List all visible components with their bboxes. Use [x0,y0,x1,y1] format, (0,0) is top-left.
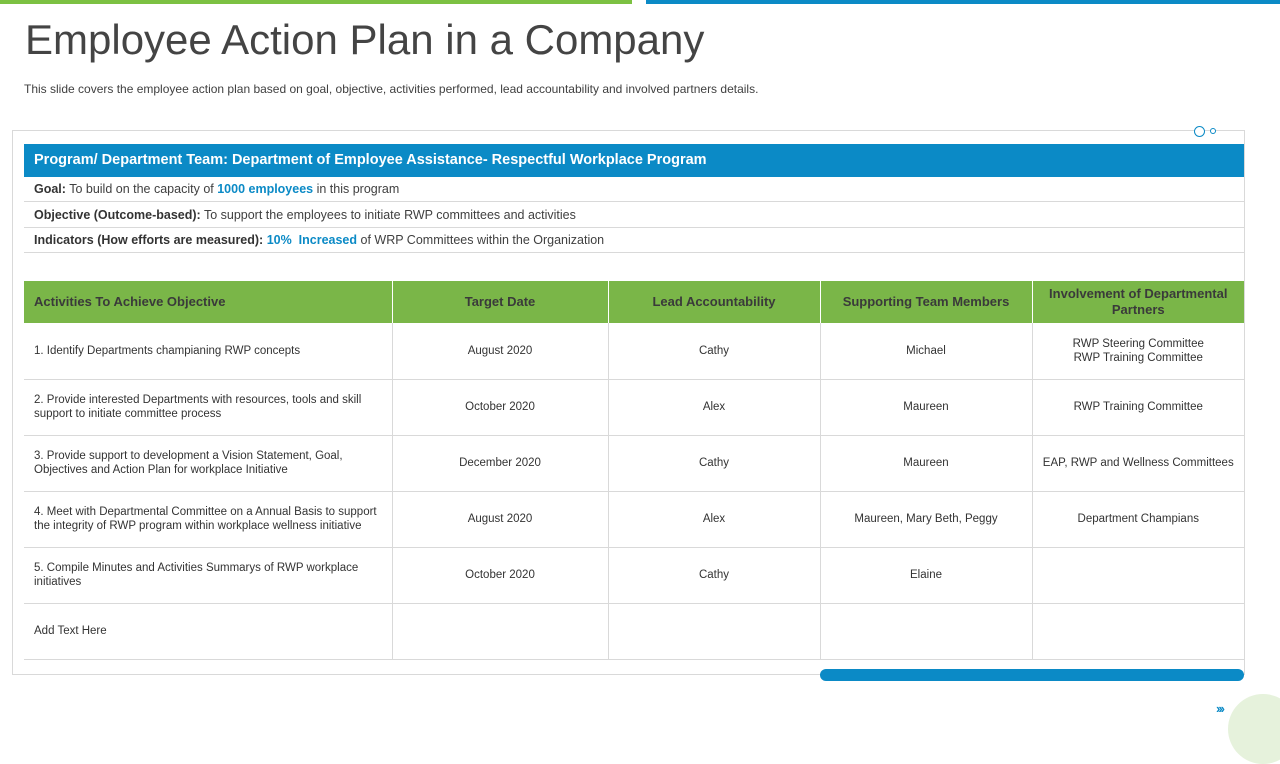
content-frame [12,130,1245,675]
cell-supporting [820,603,1033,660]
cell-partners: RWP Steering Committee RWP Training Comm… [1032,323,1244,380]
goal-text-post: in this program [313,182,400,196]
indicators-label: Indicators (How efforts are measured): [34,233,264,247]
triple-chevron-right-icon[interactable]: ››› [1216,701,1225,716]
cell-target-date: December 2020 [392,435,609,492]
cell-supporting: Maureen, Mary Beth, Peggy [820,491,1033,548]
goal-highlight: 1000 employees [217,182,314,196]
table-header-row: Activities To Achieve Objective Target D… [24,281,1244,323]
table-row: 2. Provide interested Departments with r… [24,379,1244,436]
page-subtitle: This slide covers the employee action pl… [24,82,759,96]
indicators-row: Indicators (How efforts are measured): 1… [24,228,1244,253]
indicators-text: of WRP Committees within the Organizatio… [357,233,605,247]
top-accent-blue [646,0,1280,4]
table-row: 5. Compile Minutes and Activities Summar… [24,547,1244,604]
top-accent-green [0,0,632,4]
cell-activity: 4. Meet with Departmental Committee on a… [24,491,393,548]
cell-supporting: Michael [820,323,1033,380]
decor-circle-large [1194,126,1205,137]
cell-lead: Cathy [608,323,821,380]
decor-circle-small [1210,128,1216,134]
cell-supporting: Elaine [820,547,1033,604]
cell-activity: 2. Provide interested Departments with r… [24,379,393,436]
cell-partners: EAP, RWP and Wellness Committees [1032,435,1244,492]
cell-supporting: Maureen [820,435,1033,492]
col-header-partners: Involvement of Departmental Partners [1032,281,1244,323]
page-title: Employee Action Plan in a Company [25,16,705,63]
cell-activity: 3. Provide support to development a Visi… [24,435,393,492]
goal-label: Goal: [34,182,66,196]
col-header-lead: Lead Accountability [608,281,821,323]
cell-target-date: August 2020 [392,323,609,380]
cell-target-date [392,603,609,660]
horizontal-scrollbar[interactable] [820,669,1244,681]
cell-partners [1032,603,1244,660]
goal-text-pre: To build on the capacity of [65,182,218,196]
program-header: Program/ Department Team: Department of … [24,144,1244,177]
table-row: 4. Meet with Departmental Committee on a… [24,491,1244,548]
cell-partners: RWP Training Committee [1032,379,1244,436]
col-header-target-date: Target Date [392,281,609,323]
indicators-highlight: 10% Increased [263,233,358,247]
action-plan-table: Activities To Achieve Objective Target D… [24,281,1244,660]
cell-lead [608,603,821,660]
cell-target-date: October 2020 [392,547,609,604]
cell-lead: Alex [608,491,821,548]
objective-label: Objective (Outcome-based): [34,208,201,222]
cell-activity: 1. Identify Departments champianing RWP … [24,323,393,380]
cell-activity-placeholder[interactable]: Add Text Here [24,603,393,660]
col-header-supporting: Supporting Team Members [820,281,1033,323]
cell-partners [1032,547,1244,604]
cell-lead: Alex [608,379,821,436]
cell-lead: Cathy [608,547,821,604]
col-header-activities: Activities To Achieve Objective [24,281,393,323]
cell-target-date: August 2020 [392,491,609,548]
table-row: 3. Provide support to development a Visi… [24,435,1244,492]
cell-activity: 5. Compile Minutes and Activities Summar… [24,547,393,604]
objective-text: To support the employees to initiate RWP… [200,208,576,222]
table-row: 1. Identify Departments champianing RWP … [24,323,1244,380]
cell-supporting: Maureen [820,379,1033,436]
cell-lead: Cathy [608,435,821,492]
objective-row: Objective (Outcome-based): To support th… [24,203,1244,228]
table-row: Add Text Here [24,603,1244,660]
corner-decor-circle [1228,694,1280,764]
cell-partners: Department Champians [1032,491,1244,548]
cell-target-date: October 2020 [392,379,609,436]
goal-row: Goal: To build on the capacity of 1000 e… [24,177,1244,202]
